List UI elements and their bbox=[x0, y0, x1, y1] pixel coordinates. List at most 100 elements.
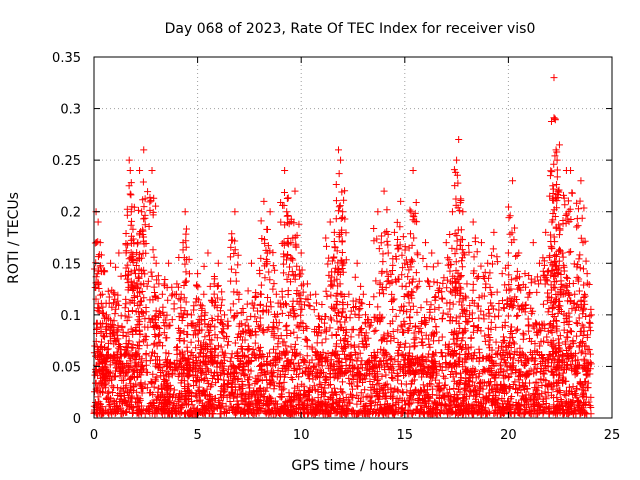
activity-point bbox=[284, 194, 292, 202]
baseline-point bbox=[237, 391, 245, 399]
data-point bbox=[231, 208, 239, 216]
activity-point bbox=[489, 305, 497, 313]
activity-point bbox=[159, 303, 167, 311]
baseline-point bbox=[545, 350, 553, 358]
activity-point bbox=[539, 300, 547, 308]
baseline-point bbox=[504, 374, 512, 382]
activity-point bbox=[134, 373, 142, 381]
activity-point bbox=[453, 245, 461, 253]
activity-point bbox=[101, 268, 109, 276]
activity-point bbox=[362, 311, 370, 319]
activity-point bbox=[257, 217, 265, 225]
activity-point bbox=[145, 222, 153, 230]
baseline-point bbox=[339, 389, 347, 397]
activity-point bbox=[128, 217, 136, 225]
activity-point bbox=[239, 305, 247, 313]
activity-point bbox=[357, 299, 365, 307]
baseline-point bbox=[367, 397, 375, 405]
baseline-point bbox=[438, 366, 446, 374]
activity-point bbox=[127, 191, 135, 199]
activity-point bbox=[324, 260, 332, 268]
baseline-point bbox=[512, 385, 520, 393]
activity-point bbox=[520, 331, 528, 339]
data-point bbox=[115, 249, 123, 257]
activity-point bbox=[526, 289, 534, 297]
baseline-point bbox=[162, 349, 170, 357]
baseline-point bbox=[277, 393, 285, 401]
activity-point bbox=[375, 245, 383, 253]
baseline-point bbox=[310, 362, 318, 370]
baseline-point bbox=[115, 398, 123, 406]
activity-point bbox=[351, 310, 359, 318]
activity-point bbox=[469, 286, 477, 294]
activity-point bbox=[341, 318, 349, 326]
baseline-point bbox=[202, 392, 210, 400]
activity-point bbox=[514, 325, 522, 333]
activity-point bbox=[305, 302, 313, 309]
baseline-point bbox=[338, 378, 346, 386]
activity-point bbox=[481, 332, 489, 340]
baseline-point bbox=[146, 389, 154, 397]
activity-point bbox=[96, 291, 104, 299]
data-point bbox=[204, 249, 212, 257]
activity-point bbox=[383, 206, 391, 214]
baseline-point bbox=[582, 393, 590, 401]
activity-point bbox=[495, 312, 503, 320]
baseline-point bbox=[482, 398, 490, 406]
activity-point bbox=[374, 303, 382, 311]
baseline-point bbox=[440, 384, 448, 392]
baseline-point bbox=[185, 382, 193, 390]
activity-point bbox=[487, 289, 495, 297]
activity-point bbox=[234, 261, 242, 269]
activity-point bbox=[322, 234, 330, 242]
baseline-point bbox=[517, 410, 525, 418]
data-point bbox=[241, 321, 249, 329]
baseline-point bbox=[238, 366, 246, 374]
baseline-point bbox=[139, 385, 147, 393]
data-point bbox=[165, 259, 173, 267]
activity-point bbox=[347, 342, 355, 350]
activity-point bbox=[112, 263, 120, 271]
activity-point bbox=[234, 348, 242, 356]
activity-point bbox=[122, 241, 130, 249]
activity-point bbox=[227, 277, 235, 285]
activity-point bbox=[336, 202, 344, 210]
activity-point bbox=[111, 310, 119, 318]
activity-point bbox=[417, 304, 425, 312]
baseline-point bbox=[394, 358, 402, 366]
activity-point bbox=[574, 222, 582, 230]
activity-point bbox=[150, 283, 158, 291]
baseline-point bbox=[490, 409, 498, 417]
activity-point bbox=[406, 230, 414, 238]
activity-point bbox=[411, 217, 419, 225]
activity-point bbox=[332, 197, 340, 205]
baseline-point bbox=[120, 396, 128, 404]
activity-point bbox=[539, 267, 547, 275]
baseline-point bbox=[471, 382, 479, 390]
baseline-point bbox=[226, 398, 234, 406]
activity-point bbox=[548, 168, 556, 176]
baseline-point bbox=[274, 400, 282, 408]
baseline-point bbox=[164, 409, 172, 417]
baseline-point bbox=[269, 368, 277, 376]
activity-point bbox=[463, 318, 471, 326]
activity-point bbox=[462, 317, 470, 325]
baseline-point bbox=[321, 389, 329, 397]
activity-point bbox=[568, 189, 576, 197]
activity-point bbox=[269, 249, 277, 257]
activity-point bbox=[410, 234, 418, 242]
data-point bbox=[107, 259, 115, 267]
activity-point bbox=[284, 212, 292, 220]
activity-point bbox=[575, 255, 583, 263]
activity-point bbox=[547, 238, 555, 246]
data-point bbox=[148, 166, 156, 174]
baseline-point bbox=[393, 386, 401, 394]
activity-point bbox=[210, 290, 218, 298]
activity-point bbox=[327, 316, 335, 324]
activity-point bbox=[486, 283, 494, 291]
activity-point bbox=[465, 241, 473, 249]
activity-point bbox=[419, 254, 427, 262]
activity-point bbox=[443, 284, 451, 292]
baseline-point bbox=[361, 386, 369, 394]
activity-point bbox=[168, 283, 176, 291]
